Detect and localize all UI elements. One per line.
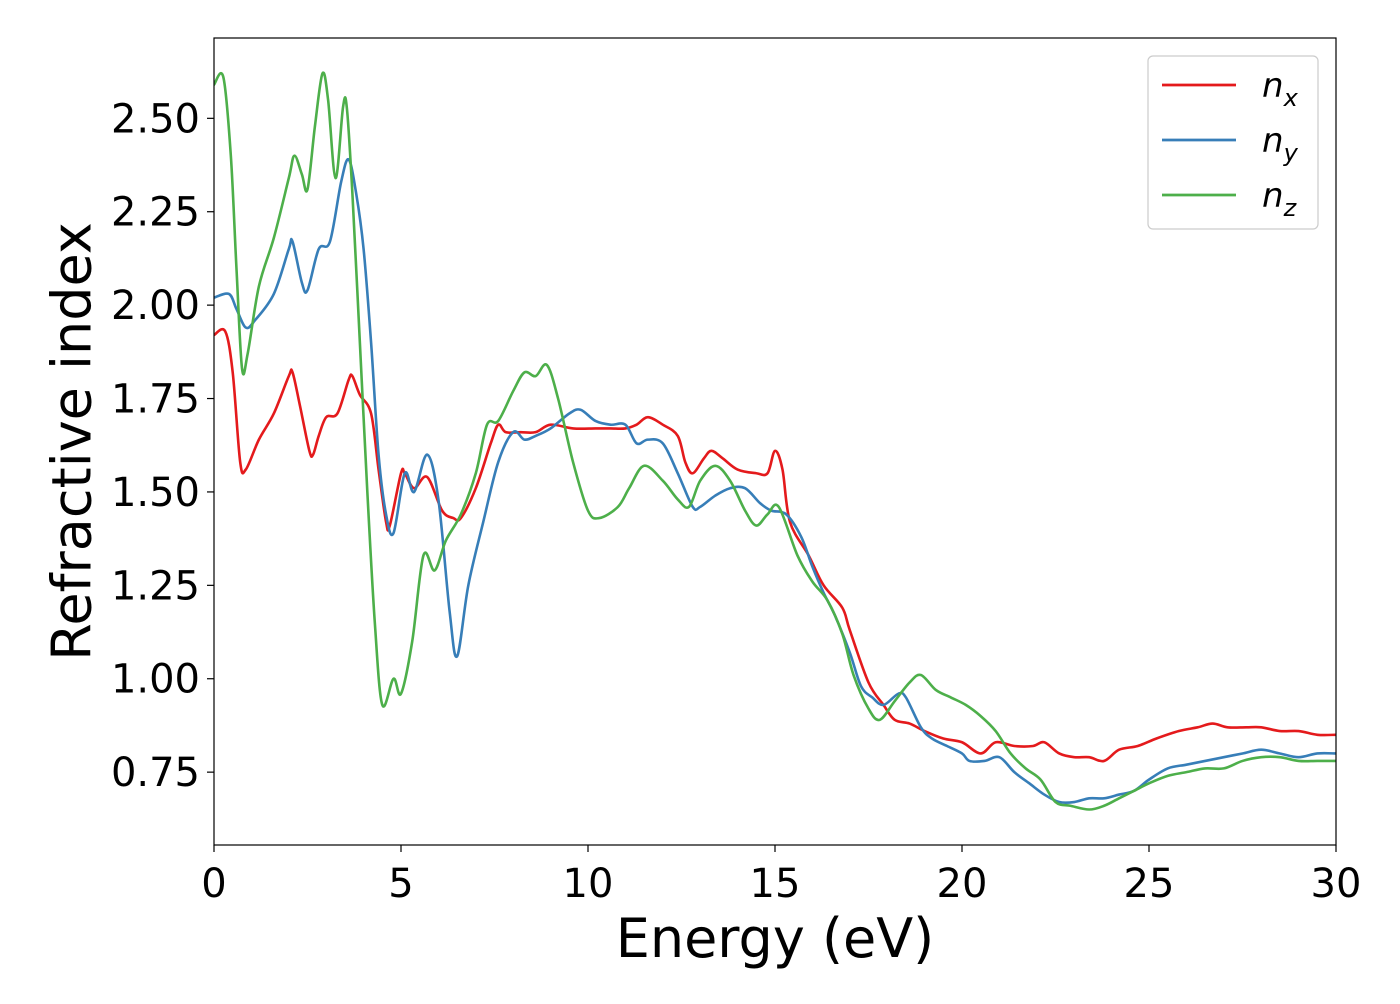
legend-label-n-y: ny: [1262, 121, 1299, 167]
y-tick-label: 1.25: [111, 563, 200, 609]
y-tick-label: 1.75: [111, 377, 200, 423]
x-tick-label: 15: [750, 861, 801, 907]
y-tick-label: 0.75: [111, 750, 200, 796]
x-tick-label: 20: [937, 861, 988, 907]
series-line-n-x: [214, 327, 1336, 763]
x-tick-label: 30: [1311, 861, 1362, 907]
x-tick-label: 5: [388, 861, 413, 907]
x-tick-label: 25: [1124, 861, 1175, 907]
legend-label-n-x: nx: [1262, 66, 1299, 112]
x-axis-label: Energy (eV): [616, 907, 935, 970]
y-tick-label: 2.50: [111, 96, 200, 142]
legend-label-n-z: nz: [1262, 176, 1298, 222]
x-axis-ticks: 0 5 10 15 20 25 30: [201, 845, 1361, 907]
x-tick-label: 10: [563, 861, 614, 907]
legend: nx ny nz: [1147, 55, 1319, 230]
y-axis-ticks: 0.75 1.00 1.25 1.50 1.75 2.00 2.25 2.50: [111, 96, 214, 796]
y-tick-label: 2.25: [111, 190, 200, 236]
legend-box: [1147, 55, 1319, 230]
y-axis-label: Refractive index: [41, 222, 104, 661]
y-tick-label: 2.00: [111, 283, 200, 329]
x-tick-label: 0: [201, 861, 226, 907]
y-tick-label: 1.00: [111, 657, 200, 703]
y-tick-label: 1.50: [111, 470, 200, 516]
series-line-n-z: [214, 71, 1336, 811]
series-layer: [214, 71, 1336, 811]
series-line-n-y: [214, 157, 1336, 805]
